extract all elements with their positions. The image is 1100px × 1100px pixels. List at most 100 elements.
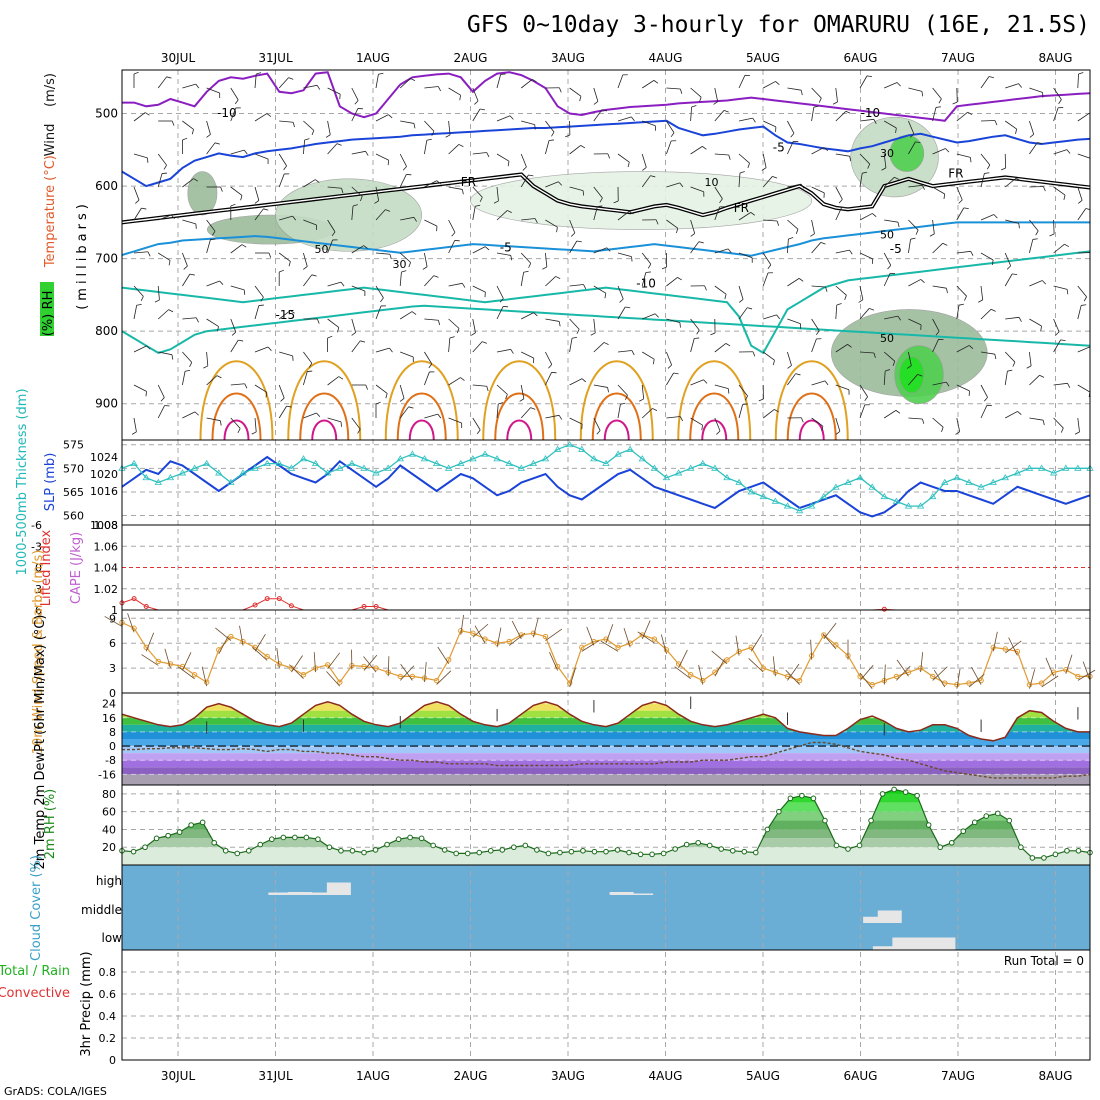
panel-bg-wind (122, 610, 1090, 693)
wind-barb (1005, 316, 1020, 320)
wind-speed-point (409, 673, 416, 680)
thickness-point (190, 464, 199, 471)
thickness-point (674, 469, 683, 476)
wind-barb-10m (164, 648, 171, 669)
wind-barb-flag (354, 100, 359, 105)
wind-barb (448, 318, 460, 329)
wind-barb (448, 338, 451, 353)
wind-barb-flag (728, 154, 731, 160)
wind-speed-point (905, 669, 912, 675)
wind-speed-point (530, 630, 537, 636)
wind-barb (1077, 208, 1087, 221)
wind-barb (714, 343, 727, 353)
wind-barb-10m (968, 673, 985, 688)
rh-point (995, 810, 1001, 817)
pressure-tick-label: 800 (95, 324, 118, 338)
wind-barb (1077, 153, 1090, 159)
wind-barb (690, 417, 703, 426)
wind-barb (424, 413, 438, 419)
upper-air-panel: 500600700800900-10-10-5FRFRFR-5-5-10-151… (95, 71, 1090, 440)
wind-barb (593, 206, 598, 221)
wind-barb-flag (171, 354, 174, 360)
rh-point (568, 848, 575, 855)
wind-barb-flag (647, 263, 652, 269)
wind-barb (375, 305, 382, 320)
thickness-point (517, 464, 526, 471)
wind-barb-10m (674, 666, 691, 680)
thickness-point (686, 464, 695, 471)
wind-barb-flag (761, 167, 767, 171)
wind-barb-flag (217, 326, 219, 332)
wind-barb (496, 115, 511, 122)
wind-barb (182, 371, 186, 386)
bottom-date-label: 1AUG (356, 1069, 390, 1083)
wind-barb (1077, 186, 1083, 201)
rh-point (603, 848, 609, 855)
contour-label: 10 (705, 176, 719, 189)
wind-barb-flag (867, 163, 871, 169)
rh-point (753, 849, 759, 856)
temp-tick-label: 16 (102, 712, 116, 725)
wind-barb-flag (744, 395, 748, 401)
wind-barb (133, 251, 148, 254)
wind-barb-flag (921, 418, 925, 424)
wind-barb (956, 186, 963, 201)
wind-barb (690, 107, 692, 122)
wind-barb-flag (776, 314, 780, 320)
wind-barb (811, 380, 826, 386)
thickness-point (1037, 464, 1046, 471)
wind-barb-flag (993, 214, 998, 219)
wind-barb-flag (984, 172, 990, 174)
wind-barb (399, 272, 402, 287)
warm-temperature-contour (494, 392, 545, 440)
wind-barb-flag (476, 429, 481, 435)
rh-point (776, 808, 782, 815)
wind-barb (641, 175, 651, 188)
wind-barb (835, 344, 848, 353)
wind-barb (351, 108, 359, 122)
upper-axis-label-temp-unit: (°C) (43, 155, 58, 181)
thickness-axis-label: 1000-500mb Thickness (dm) (15, 388, 30, 575)
wind-barb-flag (742, 403, 748, 405)
wind-barb (787, 278, 800, 287)
wind-barb (399, 406, 409, 419)
wind-barb (617, 384, 628, 396)
cape-axis-label: CAPE (J/kg) (69, 532, 84, 604)
wind-barb (472, 206, 476, 221)
wind-barb (545, 318, 560, 322)
thickness-point (904, 502, 913, 509)
wind-barb (787, 183, 802, 188)
wind-barb (932, 186, 945, 195)
thickness-point (844, 478, 852, 485)
wind-barb (593, 384, 608, 388)
bottom-date-label: 5AUG (746, 1069, 780, 1083)
rh-point (211, 839, 217, 846)
wind-barb-flag (1042, 420, 1045, 426)
wind-barb-flag (462, 283, 466, 288)
wind-barb (520, 79, 533, 89)
cloud-bar-low (931, 937, 956, 950)
wind-barb (859, 285, 864, 300)
wind-barb-flag (498, 402, 504, 405)
rh-point (142, 844, 148, 851)
slp-tick-label: 1024 (90, 451, 118, 464)
wind-barb-flag (1029, 134, 1034, 138)
warm-temperature-contour (603, 419, 630, 440)
precip-panel: 0 0.2 0.4 0.6 0.8 Run Total = 0 (99, 954, 1090, 1067)
wind-barb (278, 405, 287, 419)
wind-barb-10m (1029, 669, 1036, 689)
wind-barb-flag (652, 408, 658, 411)
wind-barb (472, 384, 487, 387)
rh-point (695, 839, 701, 846)
wind-barb-flag (145, 391, 147, 397)
wind-speed-point (1038, 680, 1045, 686)
wind-barb (908, 351, 912, 366)
cloud-bar-high (307, 892, 332, 895)
wind-speed-point (796, 677, 803, 684)
thickness-point (142, 474, 150, 481)
wind-barb (182, 219, 196, 225)
cloud-cover-panel: high middle low (81, 874, 956, 950)
wind-barb-flag (191, 129, 194, 135)
wind-barb (835, 305, 838, 320)
temp-tick-label: 24 (102, 698, 116, 711)
